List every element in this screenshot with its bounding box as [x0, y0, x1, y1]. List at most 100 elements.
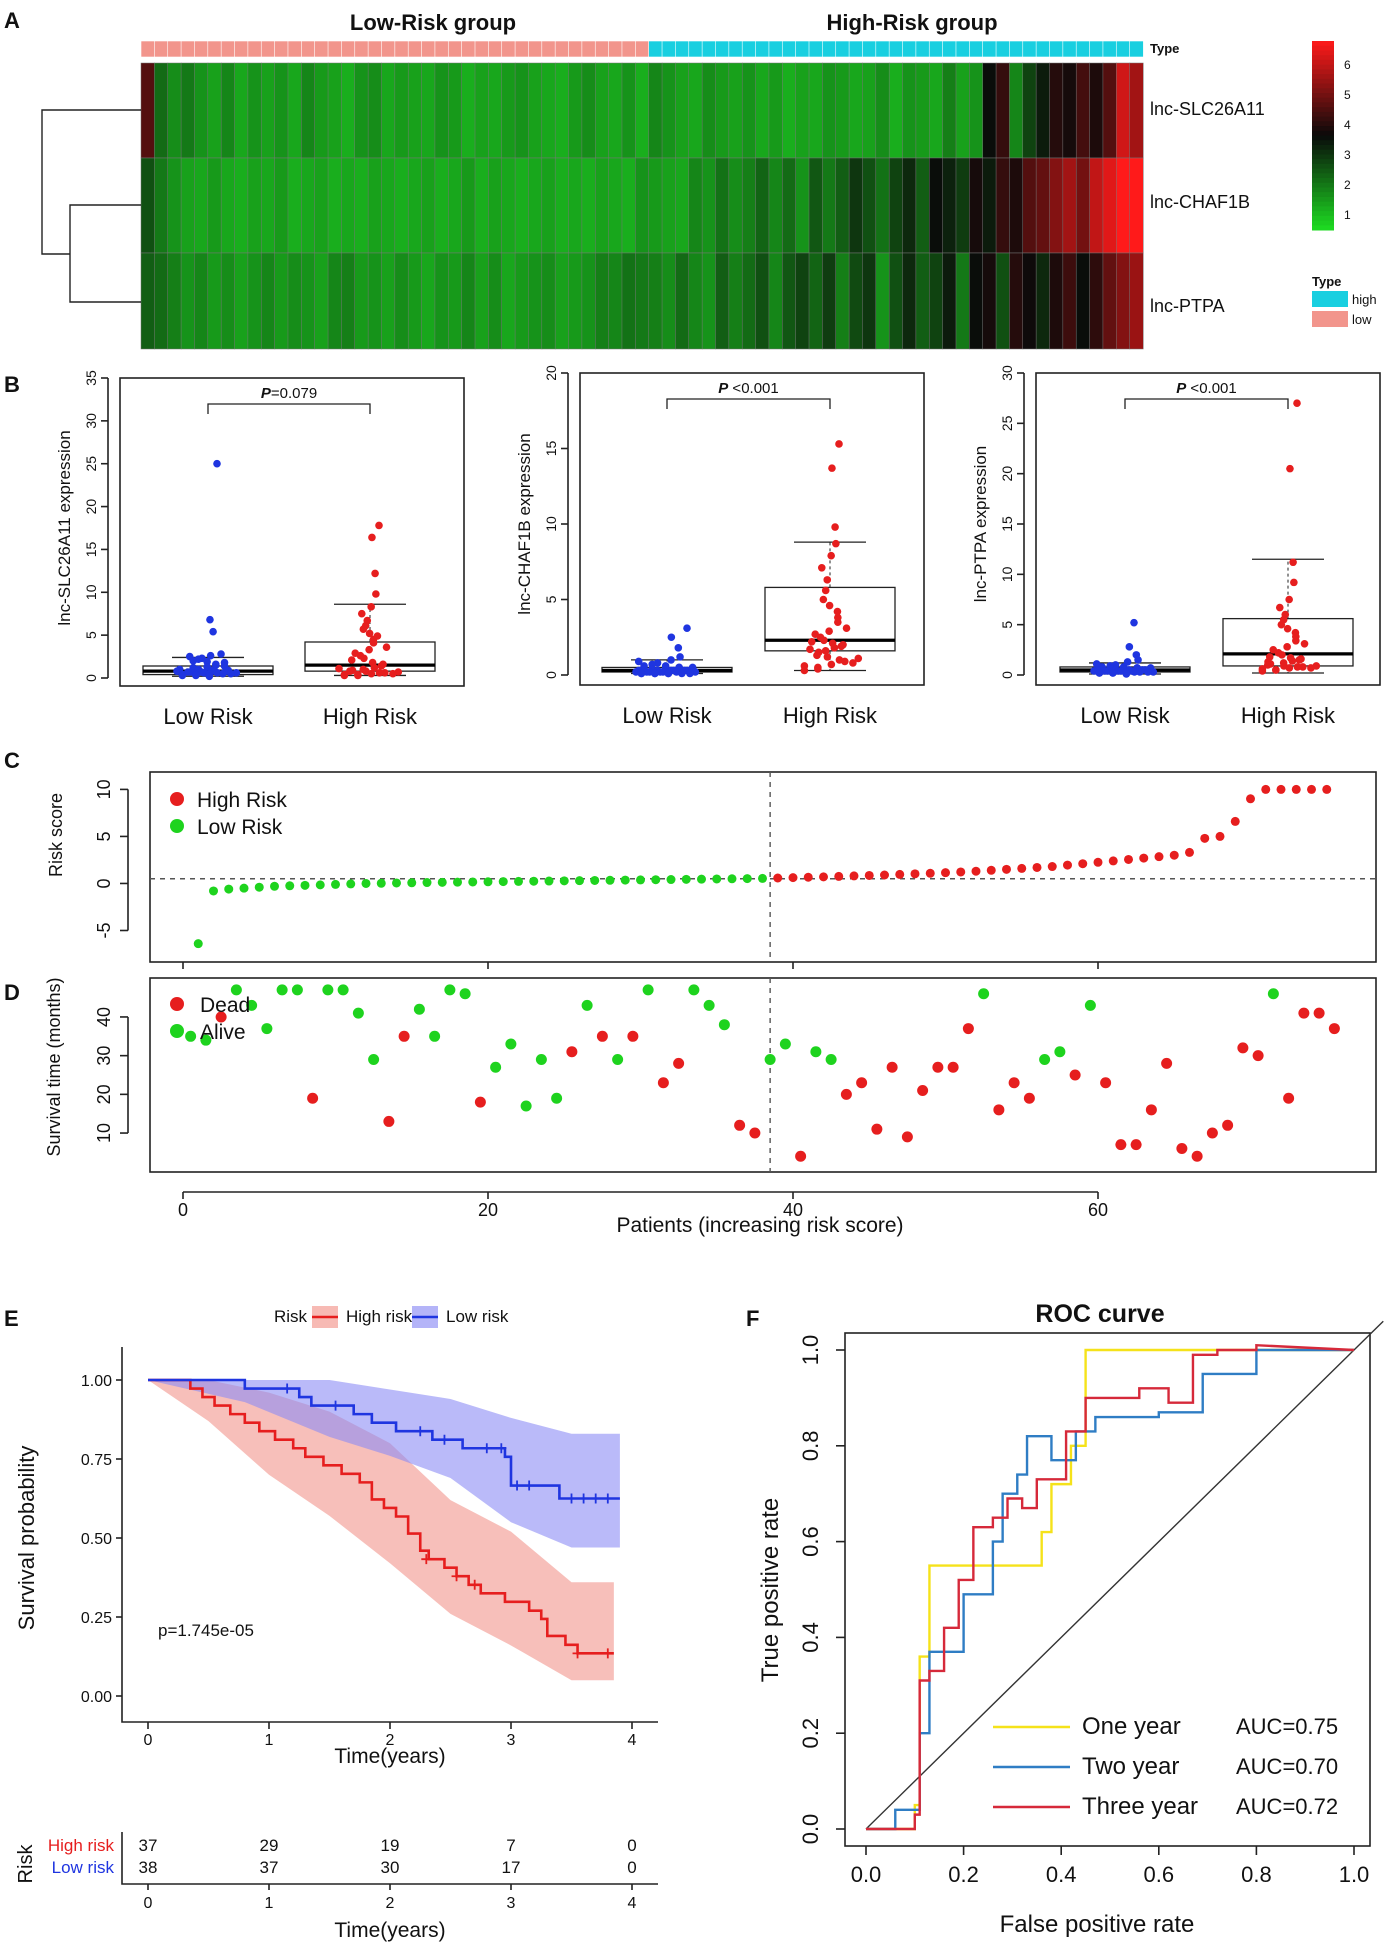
heatmap-cell	[488, 62, 503, 159]
heatmap-cell	[594, 157, 610, 254]
point-high-risk	[335, 664, 343, 673]
heatmap-cell	[528, 157, 543, 254]
roc-ylabel: True positive rate	[757, 1498, 784, 1683]
heatmap-cell	[1062, 157, 1077, 254]
heatmap-legend-swatch-high	[1312, 291, 1348, 307]
heatmap-cell	[541, 252, 556, 350]
heatmap-cell	[154, 157, 169, 254]
risk-score-plot: Risk score High Risk Low Risk -5 0 5 10	[46, 771, 1377, 969]
heatmap-cell	[327, 62, 342, 159]
type-bar-cell	[180, 40, 196, 58]
heatmap-cell	[301, 252, 316, 350]
roc-legend-auc: AUC=0.72	[1236, 1794, 1338, 1819]
color-scale-step	[1312, 154, 1334, 160]
heatmap-cell	[728, 62, 743, 159]
color-scale-step	[1312, 102, 1334, 108]
type-bar-cell	[194, 40, 209, 58]
y-tick-label: 0.50	[81, 1531, 112, 1548]
heatmap-cell	[514, 62, 529, 159]
heatmap-cell	[448, 252, 463, 350]
point-low-risk	[239, 883, 249, 893]
panel-label-d: D	[4, 980, 20, 1005]
heatmap-cell	[474, 252, 489, 350]
color-scale-tick: 4	[1344, 118, 1351, 132]
color-scale-step	[1312, 74, 1334, 80]
y-tick-label: 5	[999, 621, 1015, 629]
km-legend-label-low: Low risk	[446, 1307, 509, 1326]
x-tick-label: 0.4	[1046, 1862, 1077, 1887]
heatmap-cell	[1116, 252, 1131, 350]
censor-mark	[481, 1443, 492, 1454]
y-tick-label: 25	[83, 456, 99, 472]
point-low-risk	[1130, 618, 1138, 627]
point-alive	[413, 1003, 425, 1015]
y-tick-label: -5	[94, 922, 114, 938]
point-alive	[352, 1007, 364, 1019]
type-bar-cell	[381, 40, 396, 58]
heatmap-cell	[955, 62, 970, 159]
type-bar-cell	[1035, 40, 1051, 58]
point-high-risk	[377, 662, 386, 670]
heatmap-cell	[688, 157, 703, 254]
point-high-risk	[821, 647, 830, 655]
heatmap-cell	[501, 157, 516, 254]
risk-table-row-high: High risk	[48, 1836, 115, 1855]
heatmap-cell	[581, 62, 596, 159]
heatmap-cell	[594, 62, 610, 159]
point-low-risk	[559, 876, 569, 886]
point-alive	[779, 1038, 791, 1050]
heatmap-cell	[167, 62, 182, 159]
heatmap-cell	[822, 252, 837, 350]
point-high-risk	[382, 643, 391, 651]
x-tick-label: 4	[628, 1895, 637, 1912]
type-bar-cell	[327, 40, 343, 58]
censor-mark	[330, 1400, 341, 1411]
heatmap-cell	[728, 157, 743, 254]
point-low-risk	[683, 624, 691, 632]
point-high-risk	[1063, 860, 1072, 870]
heatmap-cell	[167, 157, 182, 254]
heatmap-cell	[220, 252, 236, 350]
heatmap-type-bar-label: Type	[1150, 41, 1179, 56]
point-low-risk	[361, 878, 371, 888]
heatmap-cell	[274, 62, 289, 159]
point-low-risk	[213, 459, 221, 468]
point-alive	[200, 1034, 212, 1046]
point-dead	[398, 1030, 410, 1042]
heatmap-cell	[154, 62, 169, 159]
point-high-risk	[1215, 831, 1225, 841]
censor-mark	[602, 1648, 613, 1659]
heatmap-cell	[341, 157, 356, 254]
plot-frame	[119, 377, 465, 687]
y-tick-label: 0.4	[798, 1622, 823, 1653]
point-low-risk	[681, 874, 691, 884]
point-dead	[566, 1046, 578, 1058]
censor-mark	[496, 1443, 507, 1454]
color-scale-step	[1312, 50, 1334, 56]
x-tick-label: 0	[178, 1200, 188, 1220]
y-tick-label: 5	[83, 631, 99, 639]
point-high-risk	[367, 669, 376, 678]
km-legend-title: Risk	[274, 1307, 308, 1326]
point-high-risk	[1299, 663, 1307, 671]
heatmap-cell	[969, 252, 984, 350]
type-bar-cell	[781, 40, 797, 58]
heatmap-cell	[260, 62, 276, 159]
point-high-risk	[1283, 624, 1292, 633]
point-low-risk	[270, 881, 279, 891]
heatmap-cell	[675, 62, 690, 159]
point-high-risk	[1283, 643, 1291, 651]
heatmap-cell	[274, 252, 289, 350]
point-high-risk	[347, 656, 356, 664]
point-alive	[490, 1061, 502, 1073]
km-p-value: p=1.745e-05	[158, 1621, 254, 1640]
point-low-risk	[407, 878, 417, 888]
x-tick-label: 0.0	[851, 1862, 882, 1887]
km-ylabel: Survival probability	[14, 1446, 39, 1631]
x-tick-label: 0	[144, 1895, 153, 1912]
point-low-risk	[1125, 643, 1134, 651]
heatmap-cell	[220, 62, 236, 159]
censor-mark	[590, 1493, 601, 1504]
point-high-risk	[1292, 636, 1300, 645]
